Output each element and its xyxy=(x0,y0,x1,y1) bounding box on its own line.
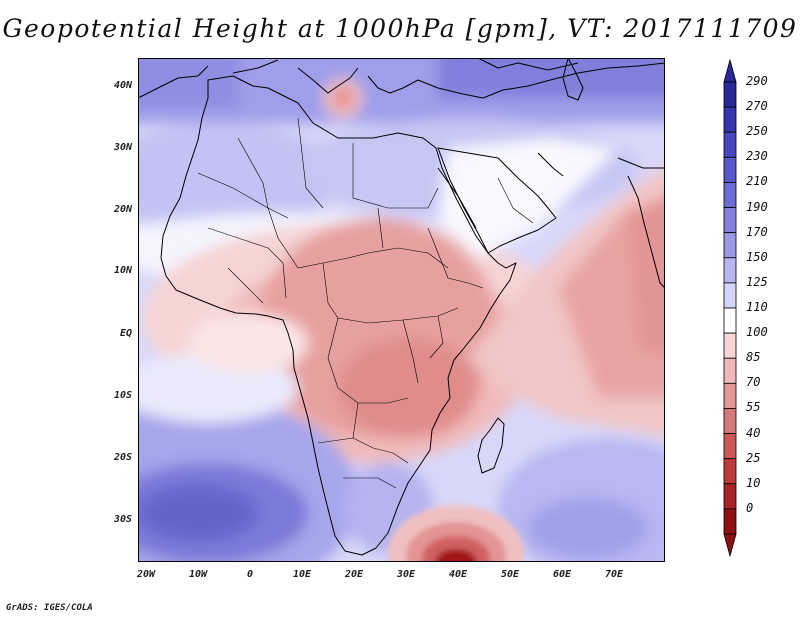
colorbar-label: 250 xyxy=(746,124,768,139)
colorbar-label: 190 xyxy=(746,199,768,214)
lon-label: 40E xyxy=(448,569,468,580)
colorbar-label: 110 xyxy=(746,300,768,314)
lon-label: 20W xyxy=(136,569,156,580)
colorbar-swatch xyxy=(723,408,737,434)
lon-label: 30E xyxy=(396,569,416,580)
colorbar-label: 210 xyxy=(746,174,768,189)
colorbar-swatch xyxy=(723,307,737,334)
colorbar-label: 85 xyxy=(746,350,761,365)
colorbar-swatch xyxy=(723,156,737,183)
colorbar-label: 70 xyxy=(746,375,761,390)
colorbar-swatch xyxy=(723,131,737,158)
coastlines xyxy=(138,58,665,556)
colorbar-label: 100 xyxy=(746,325,768,340)
colorbar xyxy=(723,58,737,558)
lon-label: 10W xyxy=(188,569,208,580)
lon-label: 10E xyxy=(292,569,312,580)
colorbar-label: 55 xyxy=(746,400,761,415)
colorbar-label: 290 xyxy=(746,74,768,88)
lat-label: 20N xyxy=(113,204,132,215)
lon-label: 70E xyxy=(604,569,624,580)
lat-label: 30N xyxy=(113,142,132,153)
colorbar-swatch xyxy=(723,332,737,359)
colorbar-swatch xyxy=(723,508,737,535)
colorbar-swatch xyxy=(723,433,737,460)
lon-label: 50E xyxy=(500,569,520,580)
colorbar-swatch xyxy=(723,81,737,108)
lat-label: 10S xyxy=(113,390,132,401)
colorbar-label: 270 xyxy=(746,99,768,114)
colorbar-swatch xyxy=(723,257,737,284)
colorbar-label: 40 xyxy=(746,425,761,440)
grads-credit: GrADS: IGES/COLA xyxy=(6,603,93,613)
colorbar-label: 125 xyxy=(746,274,768,289)
lon-label: 60E xyxy=(552,569,572,580)
colorbar-swatch xyxy=(723,207,737,234)
colorbar-swatch xyxy=(723,458,737,485)
lat-label: EQ xyxy=(119,328,132,339)
lat-label: 20S xyxy=(113,452,132,463)
lat-label: 10N xyxy=(113,265,132,276)
colorbar-swatch xyxy=(723,483,737,510)
colorbar-top-arrow xyxy=(723,58,737,83)
colorbar-label: 0 xyxy=(746,500,754,515)
southern-low xyxy=(388,505,524,562)
country-borders xyxy=(197,117,534,489)
lat-label: 30S xyxy=(113,514,132,525)
geopotential-field xyxy=(138,58,665,562)
colorbar-swatch xyxy=(723,357,737,384)
colorbar-label: 230 xyxy=(746,149,768,164)
colorbar-swatch xyxy=(723,282,737,309)
colorbar-swatch xyxy=(723,382,737,409)
colorbar-swatch xyxy=(723,182,737,208)
map-title: Geopotential Height at 1000hPa [gpm], VT… xyxy=(2,14,798,43)
lon-label: 0 xyxy=(246,569,254,580)
colorbar-bottom-arrow xyxy=(723,533,737,558)
lon-label: 20E xyxy=(344,569,364,580)
colorbar-label: 10 xyxy=(746,475,761,490)
lat-label: 40N xyxy=(113,80,132,91)
colorbar-swatch xyxy=(723,232,737,259)
colorbar-label: 150 xyxy=(746,249,768,264)
geopotential-map xyxy=(138,58,665,562)
map-frame xyxy=(138,58,665,562)
colorbar-label: 25 xyxy=(746,450,761,465)
colorbar-label: 170 xyxy=(746,224,768,239)
colorbar-swatch xyxy=(723,106,737,133)
